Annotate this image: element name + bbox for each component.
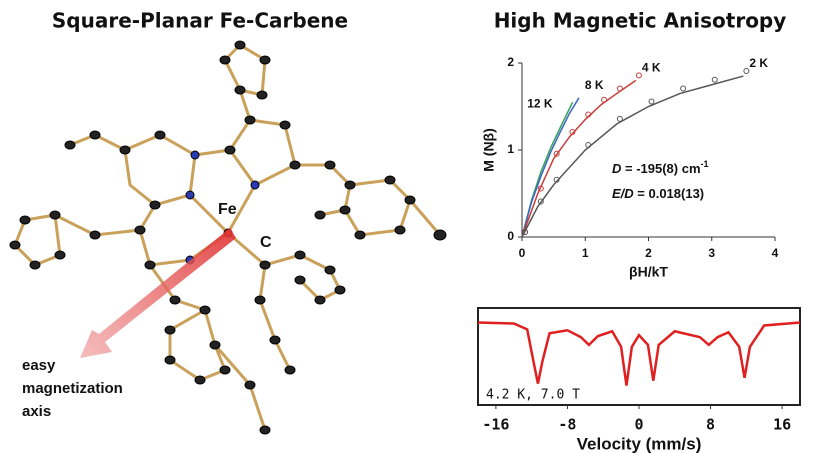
data-point	[649, 99, 654, 104]
series-label: 12 K	[527, 96, 553, 110]
y-tick-label: 1	[507, 142, 514, 156]
data-point	[602, 97, 607, 102]
annotation: 4.2 K, 7.0 T	[486, 388, 580, 403]
x-tick-label: -8	[558, 416, 576, 434]
x-tick-label: 0	[634, 416, 643, 434]
series-label: 2 K	[749, 56, 768, 70]
data-point	[617, 116, 622, 121]
left-title: Square-Planar Fe-Carbene	[52, 9, 348, 33]
figure: Square-Planar Fe-Carbene High Magnetic A…	[0, 0, 814, 453]
annotation-part: = 0.018(13)	[634, 186, 704, 201]
x-axis-label: βH/kT	[629, 264, 668, 280]
x-tick-label: 2	[645, 246, 652, 260]
annotation: E/D = 0.018(13)	[612, 186, 704, 201]
data-point	[712, 77, 717, 82]
x-tick-label: 16	[773, 416, 791, 434]
x-tick-label: -16	[482, 416, 509, 434]
axis-label: magnetization	[22, 380, 123, 397]
atom-label: Fe	[218, 201, 237, 218]
annotation-part: = -195(8) cm	[621, 161, 700, 176]
x-tick-label: 8	[706, 416, 715, 434]
data-point	[617, 86, 622, 91]
atom-label: C	[260, 234, 272, 251]
y-tick-label: 0	[507, 229, 514, 243]
series-label: 4 K	[642, 61, 661, 75]
x-axis-label: Velocity (mm/s)	[577, 434, 702, 453]
x-tick-label: 4	[772, 246, 779, 260]
series-label: 8 K	[585, 78, 604, 92]
right-title: High Magnetic Anisotropy	[494, 9, 787, 33]
y-tick-label: 2	[507, 55, 514, 69]
x-tick-label: 0	[519, 246, 526, 260]
x-tick-label: 3	[708, 246, 715, 260]
y-axis-label: M (Nβ)	[481, 128, 497, 172]
annotation-part: E/D	[612, 186, 634, 201]
canvas: Square-Planar Fe-Carbene High Magnetic A…	[0, 0, 814, 453]
annotation-part: -1	[701, 159, 709, 169]
axis-label: easy	[22, 357, 56, 374]
data-point	[681, 86, 686, 91]
data-point	[636, 73, 641, 78]
annotation: D = -195(8) cm-1	[612, 159, 709, 176]
series-line	[478, 323, 800, 386]
x-tick-label: 1	[582, 246, 589, 260]
axis-label: axis	[22, 403, 51, 420]
data-point	[744, 69, 749, 74]
molecule: Fe C easy magnetization axis	[10, 41, 446, 434]
